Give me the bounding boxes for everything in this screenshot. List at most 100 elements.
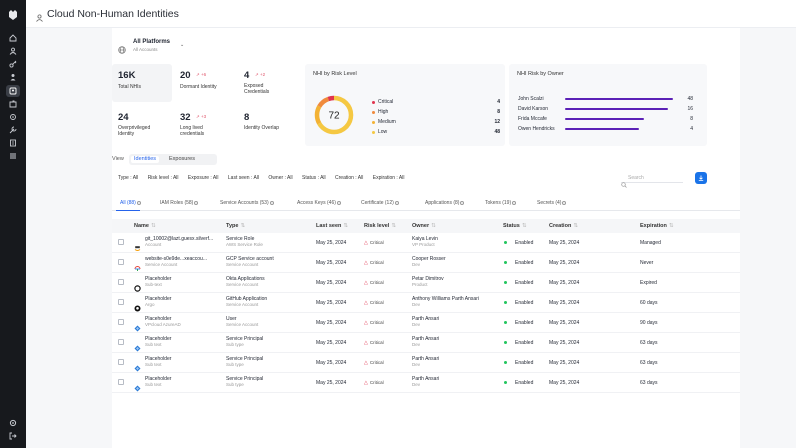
table-row[interactable]: Placeholder Argo GitHub Application Servic… (112, 293, 740, 313)
tab-certificate[interactable]: Certificate (12) (361, 200, 399, 206)
risk-row-medium[interactable]: Medium 12 (372, 119, 500, 128)
stat-trend: +3 (201, 114, 207, 119)
tab-tokens[interactable]: Tokens (19) (485, 200, 517, 206)
person-icon[interactable] (9, 73, 17, 81)
identity-name[interactable]: Placeholder (145, 276, 172, 282)
warning-icon: △ (364, 260, 368, 266)
identity-name[interactable]: git_10002@lazt.guesx.silverf... (145, 236, 214, 242)
info-icon (136, 200, 141, 205)
export-button[interactable] (695, 172, 707, 184)
stat-trend: +6 (201, 72, 207, 77)
table-row[interactable]: website-s0e9de...xeaccou... Service Accou… (112, 253, 740, 273)
column-header-last-seen[interactable]: Last seen ⇅ (316, 223, 348, 229)
stat-long-lived[interactable]: 32 ↗ +3 Long lived credentials (174, 106, 234, 144)
cell-type: Service Principal Sub type (226, 336, 263, 348)
filter-last-seen[interactable]: Last seen : All (227, 175, 260, 181)
sort-icon: ⇅ (668, 223, 674, 229)
row-checkbox[interactable] (118, 359, 124, 365)
column-header-owner[interactable]: Owner ⇅ (412, 223, 436, 229)
identity-name[interactable]: Placeholder (145, 336, 172, 342)
gear-icon[interactable] (9, 419, 17, 427)
tab-access-keys[interactable]: Access Keys (46) (297, 200, 341, 206)
view-option-exposures[interactable]: Exposures (169, 156, 195, 162)
row-checkbox[interactable] (118, 319, 124, 325)
filter-expiration[interactable]: Expiration : All (372, 175, 405, 181)
column-header-type[interactable]: Type ⇅ (226, 223, 245, 229)
column-header-creation[interactable]: Creation ⇅ (549, 223, 578, 229)
users-icon[interactable] (9, 47, 17, 55)
home-icon[interactable] (9, 34, 17, 42)
tab-all[interactable]: All (88) (120, 200, 141, 206)
risk-text: Critical (369, 280, 384, 285)
donut-segment-medium (314, 95, 354, 135)
stat-overlap[interactable]: 8 Identity Overlap (238, 106, 300, 144)
tab-secrets[interactable]: Secrets (4) (537, 200, 567, 206)
table-row[interactable]: Placeholder Sub-text Okta Applications Ser… (112, 273, 740, 293)
risk-row-low[interactable]: Low 48 (372, 129, 500, 138)
tab-service-accounts[interactable]: Service Accounts (53) (220, 200, 274, 206)
row-checkbox[interactable] (118, 339, 124, 345)
cell-expiration: Never (640, 260, 654, 266)
filter-status[interactable]: Status : All (302, 175, 326, 181)
puzzle-icon[interactable] (9, 100, 17, 108)
filter-owner[interactable]: Owner : All (268, 175, 293, 181)
column-header-risk-level[interactable]: Risk level ⇅ (364, 223, 396, 229)
cell-type: GitHub Application Service Account (226, 296, 267, 308)
cell-type: Service Principal Sub type (226, 356, 263, 368)
status-dot (504, 301, 507, 305)
table-row[interactable]: Placeholder VPcloud AzureAD User Service A… (112, 313, 740, 333)
donut-segment-critical (314, 95, 354, 135)
identity-type: Service Principal (226, 336, 264, 342)
identity-name[interactable]: Placeholder (145, 316, 172, 322)
sidebar-rail (0, 0, 26, 448)
filter-exposure[interactable]: Exposure : All (187, 175, 219, 181)
stat-dormant[interactable]: 20 ↗ +6 Dormant Identity (174, 64, 234, 102)
owner-row[interactable]: David Karson 16 (518, 106, 693, 115)
table-row[interactable]: Placeholder Sub text Service Principal Sub… (112, 353, 740, 373)
column-header-name[interactable]: Name ⇅ (134, 223, 156, 229)
identity-name[interactable]: Placeholder (145, 356, 172, 362)
column-header-status[interactable]: Status ⇅ (503, 223, 526, 229)
table-row[interactable]: Placeholder Sub text Service Principal Sub… (112, 373, 740, 393)
filter-risk-level[interactable]: Risk level : All (147, 175, 179, 181)
risk-row-critical[interactable]: Critical 4 (372, 99, 500, 108)
filter-creation[interactable]: Creation : All (335, 175, 364, 181)
logout-icon[interactable] (9, 432, 17, 440)
list-icon[interactable] (9, 152, 17, 160)
main-area: Cloud Non-Human Identities All Platforms… (26, 0, 796, 448)
wrench-icon[interactable] (9, 126, 17, 134)
row-checkbox[interactable] (118, 259, 124, 265)
row-checkbox[interactable] (118, 379, 124, 385)
stat-exposed[interactable]: 4 ↗ +2 Exposed Credentials (238, 64, 300, 102)
owner-row[interactable]: John Scalzi 48 (518, 96, 693, 105)
owner-name: Kaiya Levin (412, 236, 438, 242)
identity-icon[interactable] (6, 85, 20, 97)
settings-icon[interactable] (9, 113, 17, 121)
column-label: Expiration (640, 223, 667, 229)
owner-row[interactable]: Owen Hendricks 4 (518, 126, 693, 135)
owner-row[interactable]: Frida Mccafe 8 (518, 116, 693, 125)
tab-iam-roles[interactable]: IAM Roles (58) (160, 200, 199, 206)
table-row[interactable]: git_10002@lazt.guesx.silverf... Account S… (112, 233, 740, 253)
view-option-identities[interactable]: Identities (131, 156, 160, 163)
search-input[interactable]: Search (621, 175, 683, 188)
row-checkbox[interactable] (118, 299, 124, 305)
risk-row-high[interactable]: High 8 (372, 109, 500, 118)
tab-label: Service Accounts (53) (220, 200, 269, 206)
table-row[interactable]: Placeholder Sub text Service Principal Sub… (112, 333, 740, 353)
identity-name[interactable]: Placeholder (145, 296, 172, 302)
row-checkbox[interactable] (118, 239, 124, 245)
key-icon[interactable] (9, 60, 17, 68)
tab-applications[interactable]: Applications (8) (425, 200, 465, 206)
row-checkbox[interactable] (118, 279, 124, 285)
azure-icon (134, 359, 141, 372)
column-header-expiration[interactable]: Expiration ⇅ (640, 223, 674, 229)
brand-logo-icon[interactable] (7, 8, 19, 20)
report-icon[interactable] (9, 139, 17, 147)
identity-name[interactable]: website-s0e9de...xeaccou... (145, 256, 207, 262)
filter-type[interactable]: Type : All (118, 175, 139, 181)
identity-name[interactable]: Placeholder (145, 376, 172, 382)
stat-total-nhis[interactable]: 16K Total NHIs (112, 64, 172, 102)
stat-overprivileged[interactable]: 24 Overprivileged Identity (112, 106, 172, 144)
stat-value: 8 (244, 112, 250, 123)
